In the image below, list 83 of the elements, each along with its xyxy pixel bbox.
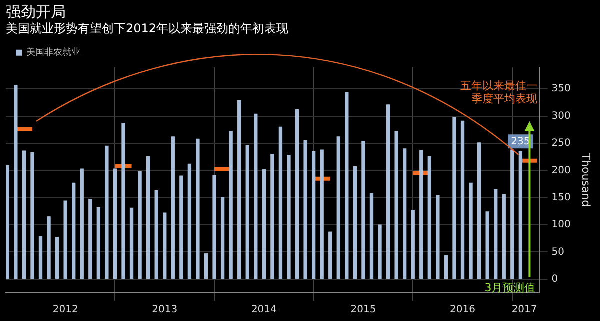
x-tick-label: 2014 (251, 304, 277, 316)
x-tick-label: 2016 (450, 304, 476, 316)
bar (163, 212, 167, 280)
chart-title: 强劲开局 (6, 2, 66, 21)
bar (14, 85, 18, 280)
bar (88, 199, 92, 280)
bar (270, 154, 274, 280)
bar (154, 190, 158, 280)
annotation: 五年以来最佳一季度平均表现 (460, 79, 538, 106)
bar (238, 100, 242, 280)
bar (295, 109, 300, 280)
bar (370, 193, 374, 280)
bar (262, 169, 266, 280)
x-tick-label: 2012 (52, 304, 78, 316)
bar (105, 146, 109, 280)
bar (469, 182, 473, 280)
y-tick-label: 150 (552, 192, 571, 204)
bar (304, 140, 308, 280)
bar (510, 150, 514, 280)
bar (113, 168, 118, 280)
bar (6, 165, 10, 280)
bar (394, 131, 398, 280)
bar (328, 232, 332, 280)
bar (64, 200, 68, 280)
y-tick-label: 300 (552, 110, 571, 122)
bar (55, 237, 60, 280)
bar (477, 142, 482, 280)
bar (212, 175, 216, 280)
y-tick-label: 50 (552, 246, 564, 258)
bar (502, 194, 506, 280)
bar (180, 176, 184, 280)
bar (204, 254, 208, 280)
bar (386, 104, 390, 280)
bar (353, 166, 358, 280)
y-tick-label: 0 (552, 274, 558, 286)
bar (411, 210, 415, 280)
bar (171, 136, 175, 280)
annotation: 3月预测值 (484, 281, 536, 294)
bar (378, 224, 382, 280)
bar (486, 212, 490, 280)
y-tick-label: 350 (552, 84, 571, 95)
bar (287, 155, 291, 280)
bar (30, 152, 34, 280)
bar (336, 136, 340, 280)
bar (428, 156, 432, 280)
bar (72, 182, 76, 280)
bar (420, 150, 424, 280)
bar (130, 208, 134, 280)
bar (494, 189, 498, 280)
bar (146, 156, 150, 280)
bar (246, 145, 250, 280)
bar (138, 171, 142, 280)
bar (320, 150, 324, 280)
bar (362, 141, 366, 280)
x-tick-label: 2015 (350, 304, 376, 316)
bar (196, 138, 200, 280)
y-tick-label: 250 (552, 138, 571, 150)
bar (122, 123, 126, 280)
bar (96, 207, 101, 280)
bar (278, 126, 283, 280)
bar (518, 151, 523, 280)
bar (47, 216, 51, 280)
bar (80, 168, 84, 280)
bar (312, 151, 316, 280)
bar (444, 255, 448, 280)
bar (254, 114, 258, 280)
chart-subtitle: 美国就业形势有望创下2012年以来最强劲的年初表现 (6, 21, 289, 36)
x-tick-label: 2013 (152, 304, 178, 316)
bar (452, 117, 456, 280)
bar (38, 236, 43, 280)
y-tick-label: 100 (552, 220, 571, 231)
x-tick-label: 2017 (512, 304, 538, 316)
bar (436, 195, 440, 280)
y-axis-title: Thousand (580, 152, 593, 208)
bar (188, 164, 192, 280)
bar (345, 92, 349, 280)
bar (403, 148, 407, 280)
bar (220, 196, 225, 280)
legend-label: 美国非农就业 (26, 47, 80, 58)
bar (22, 150, 26, 280)
bar (460, 120, 465, 280)
y-tick-label: 200 (552, 165, 571, 176)
bar (229, 131, 233, 280)
